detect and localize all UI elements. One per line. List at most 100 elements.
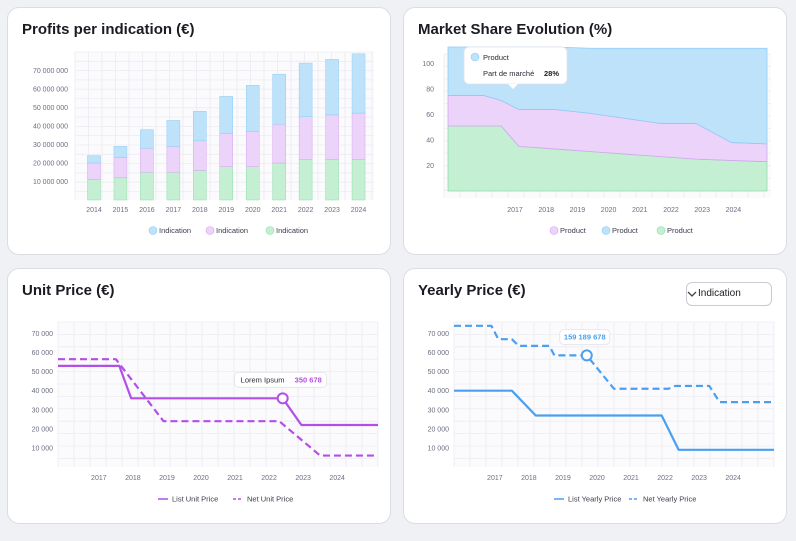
- bar-pink-2015: [113, 157, 128, 179]
- x-tick-label: 2019: [218, 207, 234, 214]
- y-tick-label: 50 000 000: [33, 105, 68, 112]
- tooltip-swatch: [470, 52, 480, 62]
- x-tick-label: 2024: [329, 475, 345, 482]
- unit-price-title: Unit Price (€): [22, 282, 115, 299]
- x-tick-label: 2024: [351, 207, 367, 214]
- x-tick-label: 2023: [295, 475, 311, 482]
- bar-blue-2016: [140, 129, 154, 149]
- legend-swatch-blue: [148, 226, 158, 235]
- x-tick-label: 2020: [193, 475, 209, 482]
- x-tick-label: 2021: [227, 475, 243, 482]
- tooltip-title: Product: [483, 53, 510, 62]
- x-tick-label: 2016: [139, 207, 155, 214]
- profits-card: Profits per indication (€) 10 000 000 20 …: [7, 7, 391, 255]
- x-tick-label: 2017: [507, 207, 523, 214]
- legend-label: List Yearly Price: [568, 495, 621, 504]
- bar-green-2017: [166, 172, 181, 201]
- x-tick-label: 2023: [694, 207, 710, 214]
- bar-blue-2015: [113, 146, 128, 158]
- x-tick-label: 2019: [159, 475, 175, 482]
- legend-label: Indication: [216, 226, 248, 235]
- bar-pink-2024: [351, 112, 366, 160]
- bar-green-2022: [298, 159, 313, 201]
- tooltip-box: [559, 328, 611, 345]
- legend-swatch-green: [265, 226, 275, 235]
- bar-blue-2023: [325, 59, 339, 116]
- bar-green-2021: [272, 162, 286, 201]
- y-tick-label: 50 000: [32, 369, 54, 376]
- tooltip-box: [463, 46, 568, 85]
- legend-swatch-pink: [549, 226, 559, 235]
- tooltip-box: [234, 371, 328, 388]
- y-tick-label: 40 000 000: [33, 124, 68, 131]
- y-tick-label: 70 000: [428, 331, 450, 338]
- market-chart: 20 40 60 80 100 2017 2018 2019 2020 2021 2022 2023 2…: [422, 46, 771, 235]
- legend-swatch-blue: [601, 226, 611, 235]
- tooltip-label: Part de marché: [483, 69, 534, 78]
- y-tick-label: 60: [426, 112, 434, 119]
- line-list-unit-price: [58, 364, 378, 427]
- y-tick-label: 10 000: [428, 445, 450, 452]
- bar-blue-2014: [87, 155, 101, 164]
- tooltip-pointer: [508, 84, 518, 89]
- legend-label: Net Yearly Price: [643, 495, 696, 504]
- x-tick-label: 2024: [725, 475, 741, 482]
- legend-label: Indication: [276, 226, 308, 235]
- x-tick-label: 2023: [324, 207, 340, 214]
- x-tick-label: 2020: [245, 207, 261, 214]
- legend-label: Indication: [159, 226, 191, 235]
- tooltip-value: 159 189 678: [564, 332, 606, 341]
- x-tick-label: 2022: [298, 207, 314, 214]
- x-tick-label: 2022: [261, 475, 277, 482]
- legend-label: Product: [667, 226, 694, 235]
- line-net-unit-price: [58, 358, 378, 457]
- profits-title: Profits per indication (€): [22, 21, 195, 38]
- x-tick-label: 2021: [632, 207, 648, 214]
- x-tick-label: 2014: [86, 207, 102, 214]
- y-tick-label: 20 000: [428, 426, 450, 433]
- x-tick-label: 2017: [91, 475, 107, 482]
- y-tick-label: 30 000: [32, 407, 54, 414]
- market-card: Market Share Evolution (%) 20 40 60 80 100 20…: [403, 7, 787, 255]
- legend-label: Product: [612, 226, 639, 235]
- bar-green-2015: [113, 177, 128, 201]
- bar-green-2023: [325, 159, 339, 201]
- tooltip-label: Lorem Ipsum: [241, 375, 285, 384]
- legend-label: List Unit Price: [172, 495, 218, 504]
- y-tick-label: 60 000 000: [33, 87, 68, 94]
- bar-pink-2019: [219, 133, 234, 167]
- unit-price-chart: 10 000 20 000 30 000 40 000 50 000 60 000 70 0…: [32, 321, 379, 504]
- tooltip-value: 28%: [544, 69, 559, 78]
- x-tick-label: 2021: [623, 475, 639, 482]
- x-tick-label: 2022: [657, 475, 673, 482]
- chevron-down-icon: [687, 291, 697, 297]
- yearly-price-chart: 10 000 20 000 30 000 40 000 50 000 60 000 70 0…: [428, 321, 775, 504]
- bar-green-2014: [87, 179, 101, 201]
- x-tick-label: 2018: [538, 207, 554, 214]
- y-tick-label: 20: [426, 163, 434, 170]
- bar-pink-2021: [272, 123, 286, 164]
- bar-blue-2024: [351, 53, 366, 114]
- bar-blue-2019: [219, 96, 234, 134]
- y-tick-label: 40 000: [428, 388, 450, 395]
- indication-dropdown[interactable]: Indication: [686, 282, 772, 306]
- x-tick-label: 2020: [589, 475, 605, 482]
- x-tick-label: 2024: [726, 207, 742, 214]
- line-list-yearly-price: [454, 389, 774, 451]
- y-tick-label: 20 000: [32, 426, 54, 433]
- y-tick-label: 20 000 000: [33, 161, 68, 168]
- legend-swatch-green: [656, 226, 666, 235]
- yearly-price-card: Yearly Price (€) Indication 10 000 20 000…: [403, 268, 787, 524]
- bar-pink-2014: [87, 162, 101, 180]
- bar-green-2024: [351, 159, 366, 201]
- bar-green-2019: [219, 166, 234, 201]
- y-tick-label: 30 000 000: [33, 142, 68, 149]
- bar-pink-2022: [298, 116, 313, 160]
- y-tick-label: 40: [426, 138, 434, 145]
- x-tick-label: 2019: [555, 475, 571, 482]
- x-tick-label: 2018: [125, 475, 141, 482]
- y-tick-label: 70 000: [32, 331, 54, 338]
- y-tick-label: 10 000 000: [33, 179, 68, 186]
- bar-blue-2018: [193, 110, 207, 142]
- data-marker: [580, 349, 593, 362]
